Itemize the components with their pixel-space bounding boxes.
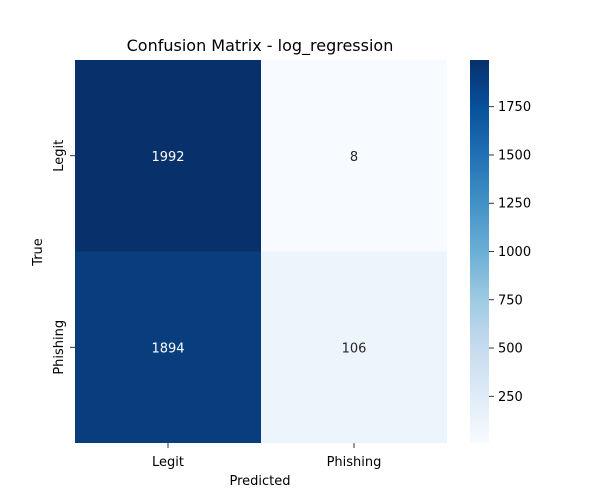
y-tick-label: Legit bbox=[52, 140, 67, 172]
heatmap-cell-labels: 1992 8 1894 106 bbox=[151, 150, 366, 357]
y-axis-label: True bbox=[31, 238, 46, 267]
colorbar-tick-label: 1250 bbox=[498, 197, 531, 212]
heatmap-cells bbox=[75, 60, 447, 443]
heatmap-cell bbox=[75, 60, 261, 252]
colorbar-tick-label: 250 bbox=[498, 390, 523, 405]
heatmap-cell bbox=[261, 251, 447, 443]
colorbar-tick-label: 1000 bbox=[498, 245, 531, 260]
y-axis-ticks: Legit Phishing bbox=[52, 140, 75, 375]
x-tick-label: Phishing bbox=[327, 455, 382, 470]
x-tick-label: Legit bbox=[152, 455, 184, 470]
cell-value-label: 106 bbox=[342, 341, 367, 356]
y-tick-label: Phishing bbox=[52, 320, 67, 375]
chart-title: Confusion Matrix - log_regression bbox=[127, 36, 394, 56]
cell-value-label: 1894 bbox=[151, 341, 184, 356]
colorbar-tick-label: 1500 bbox=[498, 148, 531, 163]
colorbar-ticks: 250 500 750 1000 1250 1500 1750 bbox=[489, 100, 531, 405]
x-axis-label: Predicted bbox=[229, 474, 290, 489]
colorbar-tick-label: 750 bbox=[498, 293, 523, 308]
heatmap-cell bbox=[75, 251, 261, 443]
cell-value-label: 8 bbox=[350, 150, 358, 165]
colorbar-tick-label: 1750 bbox=[498, 100, 531, 115]
cell-value-label: 1992 bbox=[151, 150, 184, 165]
colorbar bbox=[470, 60, 489, 443]
heatmap-cell bbox=[261, 60, 447, 252]
x-axis-ticks: Legit Phishing bbox=[152, 443, 381, 470]
colorbar-tick-label: 500 bbox=[498, 342, 523, 357]
